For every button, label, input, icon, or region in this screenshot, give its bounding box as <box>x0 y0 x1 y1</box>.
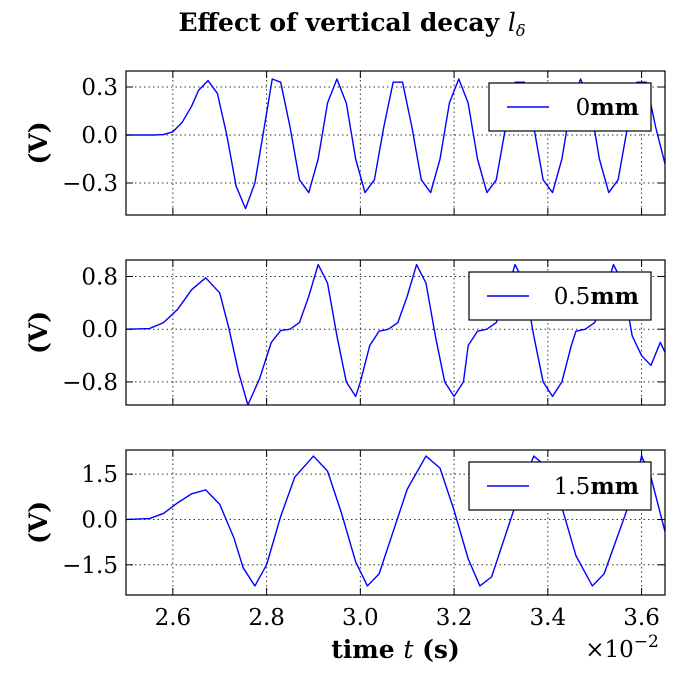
y-axis-label: (V) <box>24 121 53 164</box>
y-axis-label: (V) <box>24 501 53 544</box>
panel-2: −0.8 0.0 0.8 (V) 0.5mm <box>24 259 666 406</box>
x-tick-label: 2.8 <box>248 605 285 631</box>
y-tick-label: 0.8 <box>81 264 118 290</box>
legend-label: 0mm <box>576 94 639 121</box>
y-tick-label: −0.8 <box>62 370 118 396</box>
legend-label: 0.5mm <box>554 283 639 310</box>
x-axis-multiplier: ×10−2 <box>585 632 659 663</box>
y-tick-label: −0.3 <box>62 171 118 197</box>
figure-title: Effect of vertical decay lδ <box>178 8 525 40</box>
panel-3: −1.5 0.0 1.5 2.6 2.8 3.0 3.2 3.4 3.6 (V) time t (s… <box>24 449 666 664</box>
panels: −0.3 0.0 0.3 (V) 0mm −0.8 0.0 0.8 (V) 0.5mm −1.5 0.… <box>24 70 666 664</box>
y-tick-label: 0.3 <box>81 75 118 101</box>
x-tick-label: 3.4 <box>530 605 567 631</box>
y-tick-label: 1.5 <box>81 462 118 488</box>
x-tick-label: 3.2 <box>436 605 473 631</box>
legend-box <box>468 461 652 511</box>
y-tick-label: −1.5 <box>62 553 118 579</box>
plot-frame <box>125 70 666 216</box>
plot-frame <box>125 259 666 406</box>
series-line <box>126 263 665 405</box>
x-tick-label: 3.0 <box>342 605 379 631</box>
plot-frame <box>125 449 666 596</box>
x-axis-label: time t (s) <box>331 635 460 664</box>
y-axis-label: (V) <box>24 311 53 354</box>
panel-1: −0.3 0.0 0.3 (V) 0mm <box>24 70 666 216</box>
y-tick-label: 0.0 <box>81 507 118 533</box>
x-tick-label: 3.6 <box>623 605 660 631</box>
y-tick-label: 0.0 <box>81 123 118 149</box>
y-tick-label: 0.0 <box>81 317 118 343</box>
series-line <box>126 455 665 587</box>
x-tick-label: 2.6 <box>155 605 192 631</box>
legend-label: 1.5mm <box>554 473 639 500</box>
